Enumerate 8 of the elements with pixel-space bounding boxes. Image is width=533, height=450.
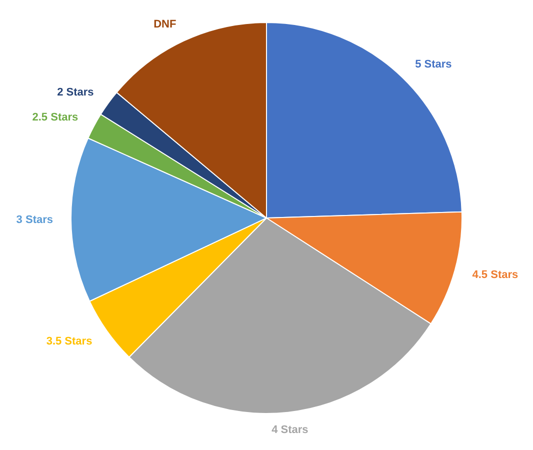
- slice-label: DNF: [154, 18, 176, 31]
- slice-label: 5 Stars: [415, 58, 452, 71]
- slice-label: 4 Stars: [272, 424, 308, 436]
- slice-label: 3 Stars: [16, 214, 54, 226]
- slice-label: 4.5 Stars: [472, 269, 518, 282]
- slice-label: 2 Stars: [57, 86, 94, 99]
- slice-label: 2.5 Stars: [32, 112, 78, 124]
- slice-label: 3.5 Stars: [46, 335, 92, 348]
